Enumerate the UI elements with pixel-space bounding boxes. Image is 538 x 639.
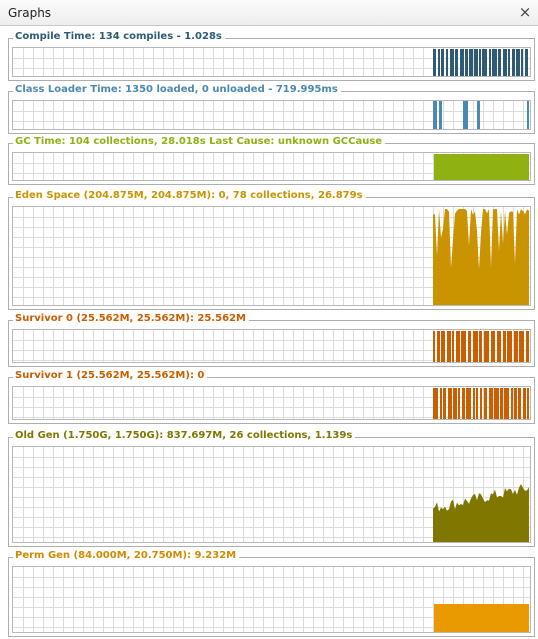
series bbox=[434, 154, 529, 180]
graph-survivor-1: Survivor 1 (25.562M, 25.562M): 0 bbox=[8, 369, 535, 424]
graph-label: Class Loader Time: 1350 loaded, 0 unload… bbox=[13, 83, 341, 96]
window-title: Graphs bbox=[8, 6, 52, 20]
graph-compile-time: Compile Time: 134 compiles - 1.028s bbox=[8, 30, 535, 81]
plot-svg bbox=[13, 387, 530, 419]
graph-label: Survivor 0 (25.562M, 25.562M): 25.562M bbox=[13, 312, 249, 325]
plot-area bbox=[12, 47, 531, 77]
graph-label: Perm Gen (84.000M, 20.750M): 9.232M bbox=[13, 549, 240, 562]
plot-svg bbox=[13, 153, 530, 180]
plot-area bbox=[12, 100, 531, 130]
plot-svg bbox=[13, 567, 530, 632]
graph-label: Old Gen (1.750G, 1.750G): 837.697M, 26 c… bbox=[13, 429, 356, 442]
graph-gc-time: GC Time: 104 collections, 28.018s Last C… bbox=[8, 135, 535, 185]
plot-svg bbox=[13, 330, 530, 362]
series bbox=[433, 209, 529, 305]
series bbox=[433, 101, 529, 129]
plot-svg bbox=[13, 101, 530, 129]
series bbox=[434, 604, 529, 632]
plot-area bbox=[12, 206, 531, 306]
close-icon[interactable]: × bbox=[518, 3, 532, 21]
graph-survivor-0: Survivor 0 (25.562M, 25.562M): 25.562M bbox=[8, 312, 535, 367]
plot-area bbox=[12, 566, 531, 633]
graph-old-gen: Old Gen (1.750G, 1.750G): 837.697M, 26 c… bbox=[8, 429, 535, 547]
plot-svg bbox=[13, 447, 530, 542]
plot-area bbox=[12, 152, 531, 181]
window-titlebar: Graphs × bbox=[0, 0, 538, 26]
graph-class-loader-time: Class Loader Time: 1350 loaded, 0 unload… bbox=[8, 83, 535, 134]
plot-svg bbox=[13, 48, 530, 76]
plot-area bbox=[12, 386, 531, 420]
series bbox=[433, 49, 528, 76]
plot-area bbox=[12, 446, 531, 543]
grid bbox=[13, 101, 530, 129]
series bbox=[433, 331, 529, 362]
graph-eden-space: Eden Space (204.875M, 204.875M): 0, 78 c… bbox=[8, 189, 535, 310]
plot-svg bbox=[13, 207, 530, 305]
grid bbox=[13, 387, 530, 419]
plot-area bbox=[12, 329, 531, 363]
graph-label: Survivor 1 (25.562M, 25.562M): 0 bbox=[13, 369, 208, 382]
graph-label: Compile Time: 134 compiles - 1.028s bbox=[13, 30, 225, 43]
graph-perm-gen: Perm Gen (84.000M, 20.750M): 9.232M bbox=[8, 549, 535, 637]
graph-label: Eden Space (204.875M, 204.875M): 0, 78 c… bbox=[13, 189, 366, 202]
series bbox=[433, 388, 529, 419]
series bbox=[433, 484, 529, 542]
graph-label: GC Time: 104 collections, 28.018s Last C… bbox=[13, 135, 386, 148]
